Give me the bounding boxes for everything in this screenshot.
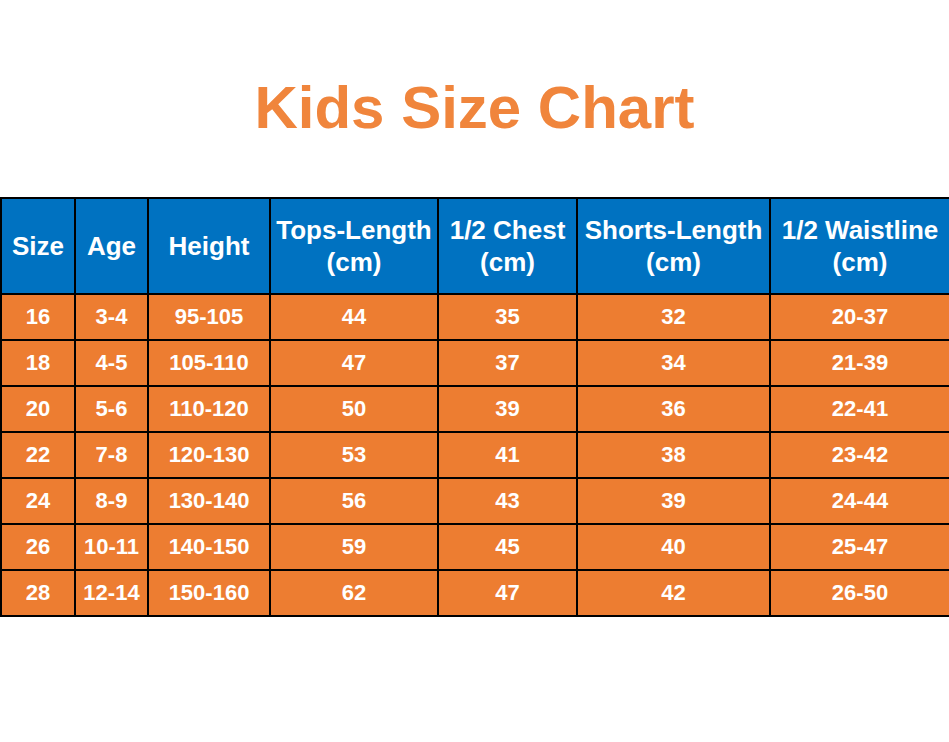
table-cell: 24-44 [770,478,949,524]
table-cell: 59 [270,524,438,570]
col-header-age: Age [75,198,148,294]
table-cell: 50 [270,386,438,432]
size-chart-table: Size Age Height Tops-Length (cm) 1/2 Che… [0,197,949,617]
table-cell: 40 [577,524,770,570]
table-cell: 110-120 [148,386,270,432]
table-cell: 37 [438,340,577,386]
table-cell: 150-160 [148,570,270,616]
col-header-height: Height [148,198,270,294]
table-row: 16 3-4 95-105 44 35 32 20-37 [1,294,949,340]
table-cell: 8-9 [75,478,148,524]
table-cell: 39 [438,386,577,432]
table-cell: 20 [1,386,75,432]
table-cell: 130-140 [148,478,270,524]
table-cell: 18 [1,340,75,386]
table-row: 22 7-8 120-130 53 41 38 23-42 [1,432,949,478]
table-cell: 35 [438,294,577,340]
table-cell: 25-47 [770,524,949,570]
table-cell: 45 [438,524,577,570]
table-row: 24 8-9 130-140 56 43 39 24-44 [1,478,949,524]
table-cell: 62 [270,570,438,616]
table-cell: 5-6 [75,386,148,432]
table-cell: 120-130 [148,432,270,478]
table-cell: 21-39 [770,340,949,386]
col-header-half-chest: 1/2 Chest (cm) [438,198,577,294]
col-header-size: Size [1,198,75,294]
table-cell: 12-14 [75,570,148,616]
table-cell: 16 [1,294,75,340]
table-cell: 26-50 [770,570,949,616]
table-cell: 56 [270,478,438,524]
table-cell: 20-37 [770,294,949,340]
table-cell: 44 [270,294,438,340]
table-cell: 47 [270,340,438,386]
col-header-shorts-length: Shorts-Length (cm) [577,198,770,294]
table-cell: 43 [438,478,577,524]
table-cell: 22 [1,432,75,478]
table-cell: 26 [1,524,75,570]
table-cell: 23-42 [770,432,949,478]
header-row: Size Age Height Tops-Length (cm) 1/2 Che… [1,198,949,294]
table-row: 28 12-14 150-160 62 47 42 26-50 [1,570,949,616]
table-cell: 95-105 [148,294,270,340]
table-cell: 105-110 [148,340,270,386]
table-cell: 47 [438,570,577,616]
table-cell: 10-11 [75,524,148,570]
table-cell: 28 [1,570,75,616]
table-cell: 36 [577,386,770,432]
page: Kids Size Chart Size Age Height Tops-Len… [0,0,949,742]
table-cell: 41 [438,432,577,478]
table-row: 20 5-6 110-120 50 39 36 22-41 [1,386,949,432]
table-cell: 3-4 [75,294,148,340]
col-header-half-waistline: 1/2 Waistline (cm) [770,198,949,294]
table-cell: 140-150 [148,524,270,570]
col-header-tops-length: Tops-Length (cm) [270,198,438,294]
table-cell: 4-5 [75,340,148,386]
table-row: 26 10-11 140-150 59 45 40 25-47 [1,524,949,570]
table-cell: 53 [270,432,438,478]
table-cell: 24 [1,478,75,524]
table-cell: 7-8 [75,432,148,478]
table-row: 18 4-5 105-110 47 37 34 21-39 [1,340,949,386]
page-title: Kids Size Chart [0,70,949,145]
table-cell: 32 [577,294,770,340]
table-cell: 42 [577,570,770,616]
table-cell: 22-41 [770,386,949,432]
table-cell: 34 [577,340,770,386]
table-cell: 39 [577,478,770,524]
table-cell: 38 [577,432,770,478]
